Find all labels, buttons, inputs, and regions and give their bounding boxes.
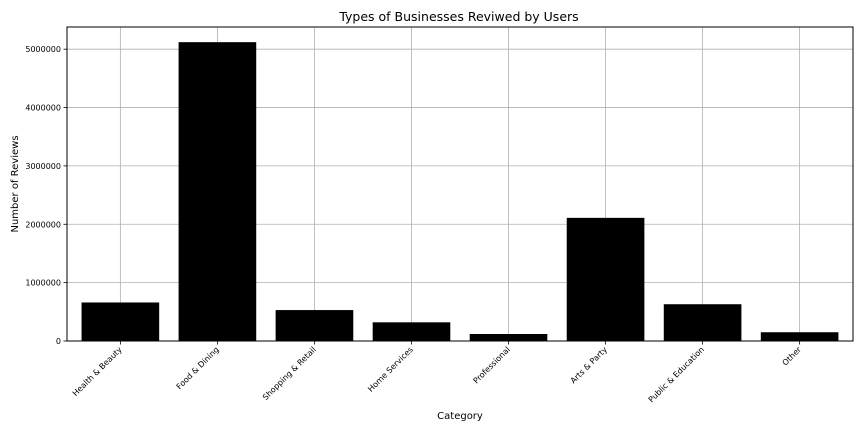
x-tick-label: Other [781,345,804,368]
x-tick-label: Health & Beauty [71,345,124,398]
bar [81,302,160,341]
bar [178,42,257,342]
y-tick-label: 0 [56,337,61,346]
y-tick-label: 1000000 [25,279,61,288]
x-tick-label: Public & Education [647,345,706,404]
chart-title: Types of Businesses Reviwed by Users [338,9,578,24]
bar [566,217,645,341]
y-axis-ticks: 0 1000000 2000000 3000000 4000000 5000000 [25,45,67,346]
x-tick-label: Arts & Party [569,345,609,385]
x-tick-label: Professional [472,345,512,385]
x-tick-label: Shopping & Retail [261,345,318,402]
y-axis-label: Number of Reviews [10,135,21,232]
y-tick-label: 3000000 [25,162,61,171]
bars [81,42,839,342]
x-axis-ticks: Health & Beauty Food & Dining Shopping & R… [71,341,804,404]
bar [372,322,451,341]
y-tick-label: 5000000 [25,45,61,54]
y-tick-label: 2000000 [25,220,61,229]
y-tick-label: 4000000 [25,104,61,113]
bar [760,332,839,341]
x-axis-label: Category [437,411,483,422]
x-tick-label: Home Services [366,345,415,394]
x-tick-label: Food & Dining [175,345,221,391]
plot-frame [66,26,854,342]
bar [663,304,742,341]
bar [469,333,548,341]
bar [275,310,354,341]
